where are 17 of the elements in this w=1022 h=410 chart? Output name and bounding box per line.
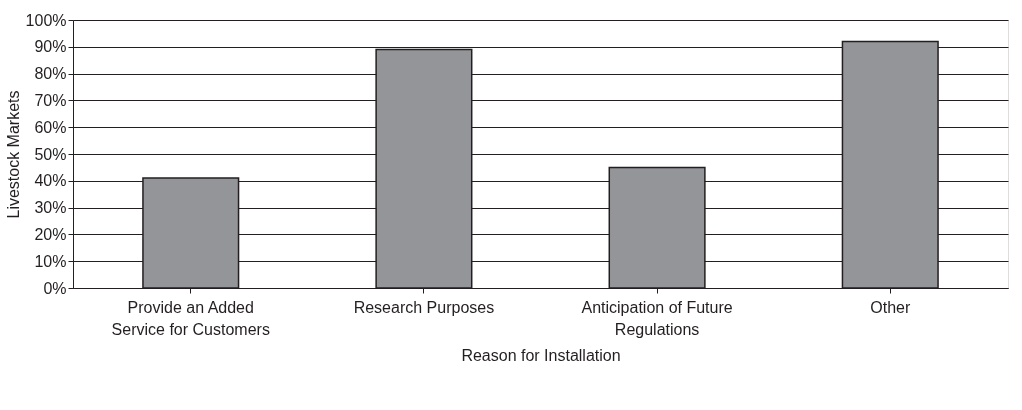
y-axis-title: Livestock Markets — [4, 90, 22, 219]
y-tick-label: 30% — [34, 199, 67, 217]
x-tick-label: Research Purposes — [353, 298, 495, 316]
y-tick-label: 10% — [34, 252, 67, 270]
y-tick-label: 90% — [34, 38, 67, 56]
y-tick-label: 60% — [34, 118, 67, 136]
x-tick-label: Provide an Added Service for Customers — [111, 298, 270, 338]
y-tick-label: 40% — [34, 172, 67, 190]
y-tick-label: 100% — [25, 11, 67, 29]
y-tick-label: 0% — [43, 279, 67, 297]
x-axis-title: Reason for Installation — [461, 346, 621, 364]
y-tick-label: 70% — [34, 91, 67, 109]
x-tick-label: Anticipation of Future Regulations — [581, 298, 733, 338]
x-tick-label: Other — [870, 298, 911, 316]
y-tick-label: 80% — [34, 65, 67, 83]
y-tick-label: 20% — [34, 225, 67, 243]
y-tick-label: 50% — [34, 145, 67, 163]
